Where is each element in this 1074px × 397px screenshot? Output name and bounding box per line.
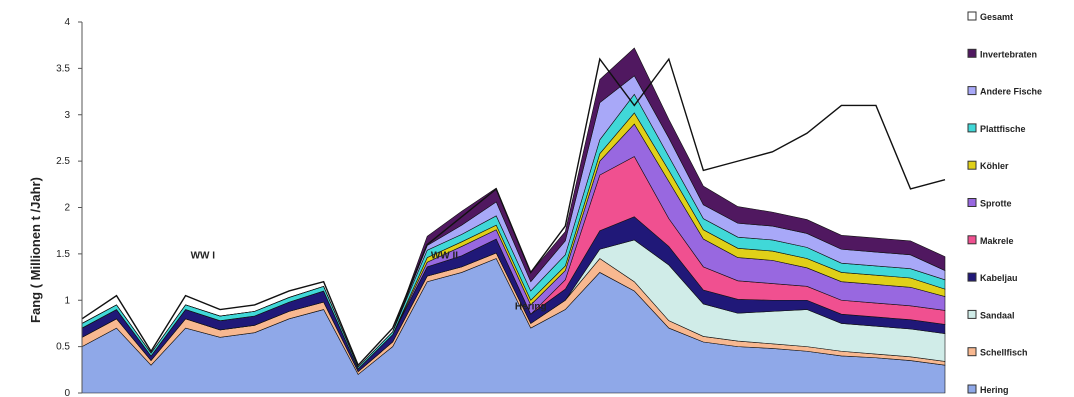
legend-label-makrele: Makrele <box>980 236 1014 246</box>
legend-swatch-makrele <box>967 235 977 245</box>
y-axis-label: Fang ( Millionen t /Jahr) <box>28 177 43 323</box>
legend-swatch-hering <box>967 384 977 394</box>
annotations: WW I WW II Hering <box>191 251 547 313</box>
legend: Gesamt Invertebraten Andere Fische Plattfis… <box>967 11 1042 395</box>
legend-label-sandaal: Sandaal <box>980 310 1015 320</box>
legend-swatch-schellfisch <box>967 347 977 357</box>
legend-swatch-andere-fische <box>967 86 977 96</box>
legend-label-kabeljau: Kabeljau <box>980 273 1018 283</box>
total-line-group <box>81 57 946 367</box>
y-tick-label: 1 <box>64 295 70 306</box>
line-gesamt <box>81 57 946 367</box>
legend-swatch-sandaal <box>967 309 977 319</box>
annotation-hering: Hering <box>515 302 547 313</box>
y-tick-label: 3.5 <box>56 63 70 74</box>
legend-label-invertebraten: Invertebraten <box>980 49 1037 59</box>
legend-label-sprotte: Sprotte <box>980 199 1012 209</box>
legend-label-schellfisch: Schellfisch <box>980 348 1028 358</box>
y-tick-label: 0 <box>64 388 70 397</box>
legend-label-plattfische: Plattfische <box>980 124 1026 134</box>
legend-label-andere-fische: Andere Fische <box>980 87 1042 97</box>
y-tick-label: 2 <box>64 203 70 214</box>
annotation-ww-i: WW I <box>191 251 216 262</box>
legend-label-hering: Hering <box>980 385 1009 395</box>
area-invertebraten <box>81 47 946 368</box>
y-tick-label: 0.5 <box>56 342 70 353</box>
y-tick-label: 1.5 <box>56 249 70 260</box>
legend-swatch-invertebraten <box>967 48 977 58</box>
y-axis: 0 0.5 1 1.5 2 2.5 3 3.5 4 <box>56 17 83 397</box>
stacked-areas <box>81 47 946 394</box>
legend-swatch-plattfische <box>967 123 977 133</box>
legend-swatch-gesamt <box>967 11 977 21</box>
legend-swatch-kabeljau <box>967 272 977 282</box>
y-tick-label: 4 <box>64 17 70 28</box>
legend-label-kohler: Köhler <box>980 161 1009 171</box>
y-tick-label: 2.5 <box>56 156 70 167</box>
annotation-ww-ii: WW II <box>431 251 458 262</box>
legend-label-gesamt: Gesamt <box>980 12 1013 22</box>
legend-swatch-kohler <box>967 160 977 170</box>
legend-swatch-sprotte <box>967 198 977 207</box>
y-tick-label: 3 <box>64 110 70 121</box>
